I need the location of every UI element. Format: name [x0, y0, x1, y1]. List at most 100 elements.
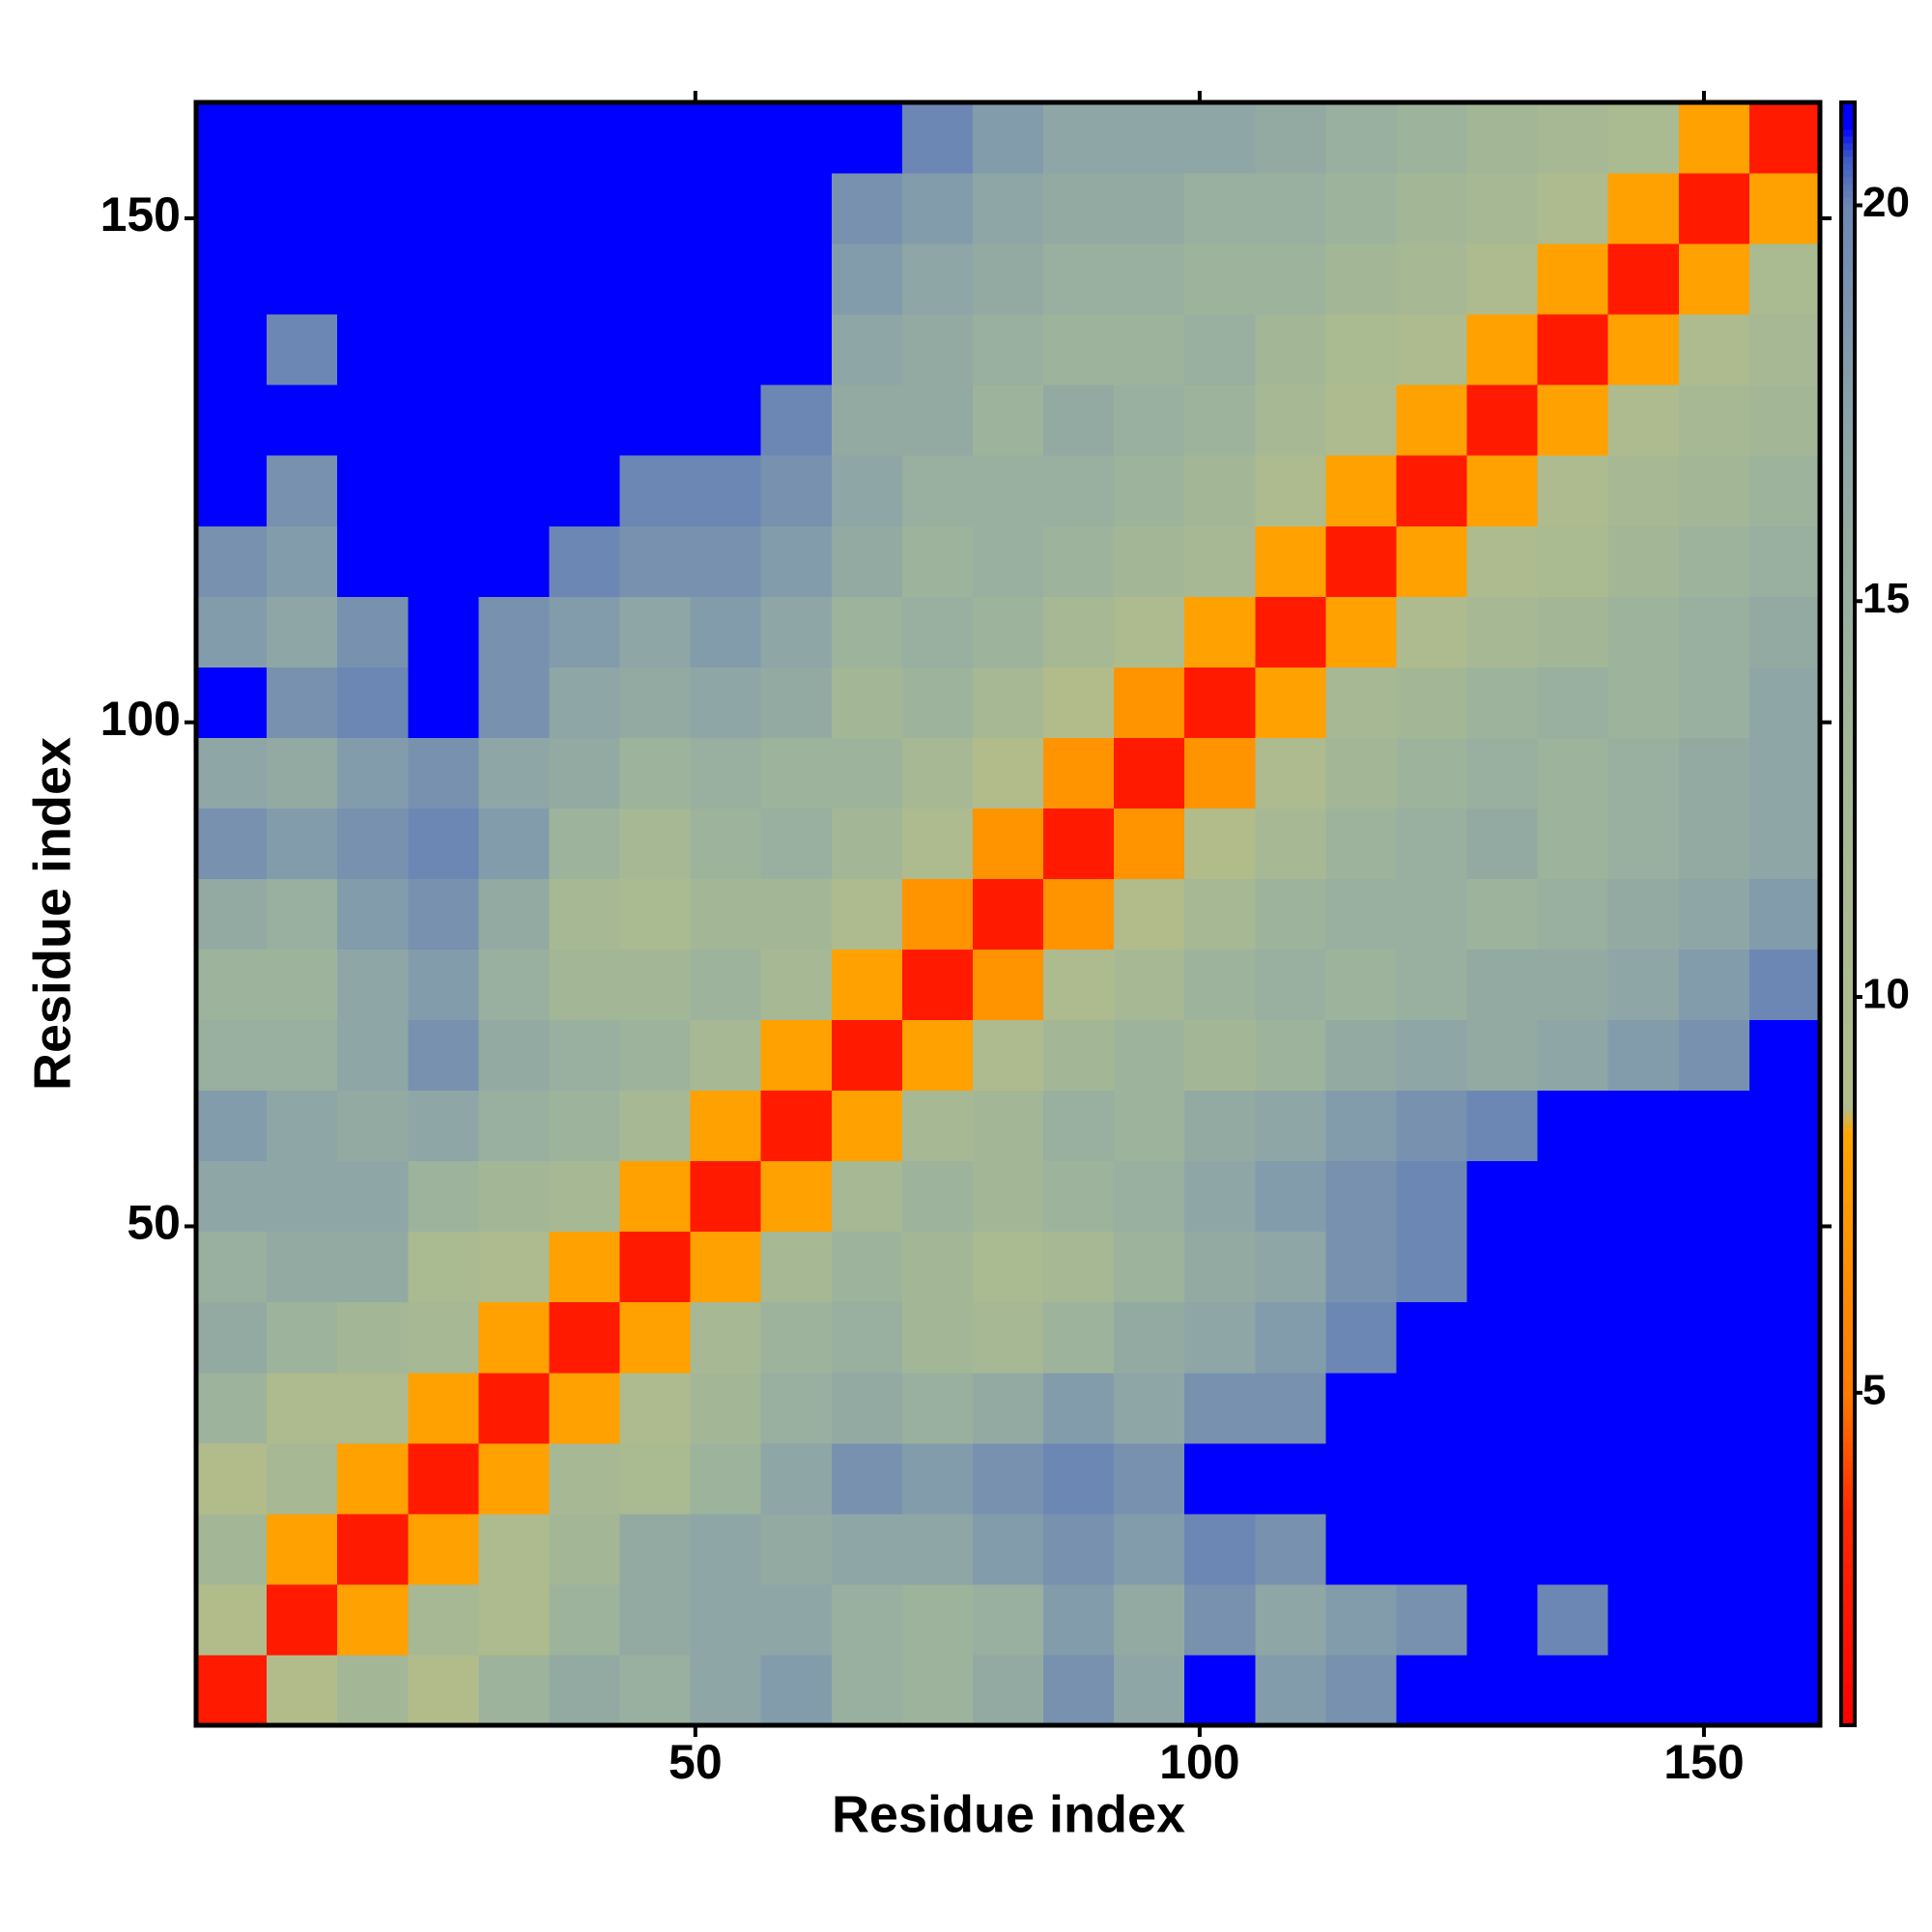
heatmap-cell [1184, 1090, 1256, 1162]
heatmap-cell [1678, 808, 1750, 879]
heatmap-cell [1678, 1301, 1750, 1374]
colorbar-segment [1841, 1502, 1855, 1510]
heatmap-cell [1325, 314, 1397, 385]
heatmap-cell [1537, 737, 1609, 809]
heatmap-cell [408, 526, 479, 597]
heatmap-cell [1748, 737, 1821, 809]
heatmap-cell [619, 1019, 692, 1092]
heatmap-cell [408, 1442, 479, 1515]
heatmap-cell [1678, 314, 1750, 385]
colorbar-segment [1841, 961, 1855, 969]
heatmap-cell [1396, 596, 1468, 668]
colorbar-segment [1841, 1394, 1855, 1402]
heatmap-cell [1607, 1301, 1680, 1374]
heatmap-cell [1325, 1160, 1397, 1233]
heatmap-cell [1466, 596, 1539, 668]
heatmap-cell [972, 243, 1044, 315]
heatmap-cell [690, 384, 762, 456]
heatmap-cell [1466, 526, 1539, 597]
heatmap-cell [1678, 596, 1750, 668]
heatmap-cell [1678, 737, 1750, 809]
heatmap-cell [1748, 102, 1821, 174]
colorbar-segment [1841, 921, 1855, 928]
heatmap-cell [1114, 737, 1185, 809]
colorbar-segment [1841, 1604, 1855, 1611]
heatmap-cell [267, 455, 338, 526]
colorbar-segment [1841, 258, 1855, 266]
heatmap-cell [267, 1231, 338, 1303]
heatmap-cell [619, 102, 692, 174]
heatmap-cell [1466, 102, 1539, 174]
heatmap-cell [1043, 1442, 1115, 1515]
heatmap-cell [408, 1301, 479, 1374]
heatmap-cell [1607, 808, 1680, 879]
heatmap-cell [1748, 1654, 1821, 1726]
heatmap-cell [690, 455, 762, 526]
heatmap-cell [1466, 173, 1539, 244]
heatmap-cell [1255, 1231, 1326, 1303]
heatmap-cell [549, 455, 621, 526]
colorbar-segment [1841, 292, 1855, 299]
heatmap-cell [408, 455, 479, 526]
heatmap-cell [1184, 1019, 1256, 1092]
heatmap-cell [337, 1372, 409, 1444]
heatmap-cell [619, 384, 692, 456]
heatmap-cell [1607, 1583, 1680, 1656]
colorbar-segment [1841, 860, 1855, 867]
heatmap-cell [1255, 1160, 1326, 1233]
colorbar-segment [1841, 407, 1855, 414]
heatmap-cell [267, 878, 338, 951]
colorbar-segment [1841, 1340, 1855, 1348]
heatmap-cell [1043, 1301, 1115, 1374]
colorbar-segment [1841, 278, 1855, 286]
colorbar-segment [1841, 677, 1855, 685]
heatmap-cell [549, 1160, 621, 1233]
heatmap-cell [901, 173, 974, 244]
heatmap-cell [1537, 1301, 1609, 1374]
heatmap-cell [1537, 1019, 1609, 1092]
heatmap-cell [760, 1231, 833, 1303]
heatmap-cell [831, 1019, 903, 1092]
heatmap-cell [1043, 808, 1115, 879]
heatmap-cell [337, 1654, 409, 1726]
colorbar-segment [1841, 948, 1855, 955]
heatmap-cell [1184, 1583, 1256, 1656]
colorbar-segment [1841, 731, 1855, 739]
colorbar-segment [1841, 1259, 1855, 1266]
colorbar-segment [1841, 637, 1855, 644]
heatmap-cell [196, 1231, 268, 1303]
colorbar-segment [1841, 1583, 1855, 1591]
heatmap-cell [337, 1513, 409, 1585]
heatmap-cell [760, 596, 833, 668]
heatmap-cell [478, 1372, 550, 1444]
heatmap-cell [267, 526, 338, 597]
heatmap-cell [1255, 1583, 1326, 1656]
heatmap-cell [549, 949, 621, 1021]
heatmap-cell [1043, 949, 1115, 1021]
colorbar-segment [1841, 650, 1855, 658]
colorbar-segment [1841, 1407, 1855, 1415]
heatmap-cell [1184, 737, 1256, 809]
colorbar-segment [1841, 353, 1855, 360]
heatmap-cell [1396, 737, 1468, 809]
colorbar-segment [1841, 434, 1855, 441]
heatmap-cell [831, 878, 903, 951]
heatmap-cell [831, 243, 903, 315]
heatmap-cell [831, 1513, 903, 1585]
heatmap-cell [337, 1583, 409, 1656]
colorbar-segment [1841, 772, 1855, 780]
colorbar-segment [1841, 1380, 1855, 1388]
colorbar-segment [1841, 346, 1855, 354]
heatmap-cell [1678, 1583, 1750, 1656]
heatmap-cell [1325, 526, 1397, 597]
heatmap-cell [549, 1231, 621, 1303]
colorbar-segment [1841, 1462, 1855, 1469]
heatmap-cell [1748, 1442, 1821, 1515]
heatmap-cell [1114, 1090, 1185, 1162]
heatmap-cell [831, 384, 903, 456]
colorbar-segment [1841, 359, 1855, 367]
heatmap-cell [196, 314, 268, 385]
colorbar-segment [1841, 1042, 1855, 1050]
heatmap-cell [1325, 243, 1397, 315]
heatmap-cell [1184, 102, 1256, 174]
